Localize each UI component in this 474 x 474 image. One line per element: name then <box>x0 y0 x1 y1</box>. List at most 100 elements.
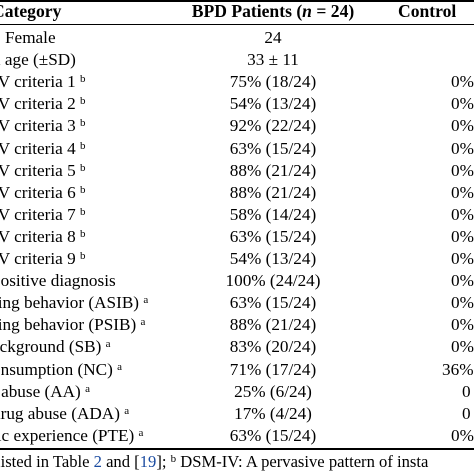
row-label: onsumption (NC) <box>0 359 113 379</box>
table-footnote: listed in Table 2 and [19]; b DSM-IV: A … <box>0 452 428 472</box>
row-footnote-marker: a <box>105 338 111 351</box>
row-category: drug abuse (ADA) a <box>0 404 129 424</box>
row-bpd-value: 25% (6/24) <box>234 381 312 401</box>
row-category: IV criteria 5 b <box>0 161 85 181</box>
row-bpd-value: 100% (24/24) <box>225 271 321 291</box>
row-footnote-marker: b <box>79 183 86 196</box>
row-label: ring behavior (ASIB) <box>0 293 140 313</box>
row-label: IV criteria 4 <box>0 138 76 158</box>
row-control-value: 0% <box>451 160 474 180</box>
row-label: Female <box>5 28 56 47</box>
table-top-rule <box>0 0 474 2</box>
row-label: positive diagnosis <box>0 271 116 291</box>
row-label: ring behavior (PSIB) <box>0 315 137 335</box>
row-control-value: 0% <box>451 315 474 335</box>
row-footnote-marker: b <box>79 205 86 218</box>
row-category: ring behavior (PSIB) a <box>0 315 145 335</box>
column-header-category: Category <box>0 1 62 21</box>
row-control-value: 0% <box>451 72 474 92</box>
row-bpd-value: 92% (22/24) <box>229 116 317 136</box>
table-bottom-rule <box>0 448 474 450</box>
bpd-header-prefix: BPD Patients ( <box>191 1 303 21</box>
row-control-value: 0% <box>451 226 474 246</box>
row-label: IV criteria 2 <box>0 94 76 114</box>
row-label: IV criteria 9 <box>0 249 76 268</box>
row-control-value: 0 <box>462 381 471 401</box>
row-category: IV criteria 6 b <box>0 183 85 203</box>
row-control-value: 0% <box>451 293 474 313</box>
row-bpd-value: 88% (21/24) <box>229 160 317 180</box>
row-bpd-value: 63% (15/24) <box>229 425 317 445</box>
column-header-control: Control <box>398 1 457 21</box>
row-footnote-marker: b <box>79 161 86 174</box>
footnote-text-2: and [ <box>101 452 140 471</box>
row-category: IV criteria 8 b <box>0 227 85 247</box>
row-control-value: 0% <box>451 182 474 202</box>
row-bpd-value: 54% (13/24) <box>229 94 317 114</box>
row-bpd-value: 63% (15/24) <box>229 293 317 313</box>
row-control-value: 0% <box>451 138 474 158</box>
row-bpd-value: 71% (17/24) <box>229 359 317 379</box>
row-label: IV criteria 7 <box>0 204 76 224</box>
row-category: n age (±SD) <box>0 50 76 70</box>
row-label: IV criteria 3 <box>0 116 76 136</box>
row-label: drug abuse (ADA) <box>0 403 120 423</box>
row-category: onsumption (NC) a <box>0 360 122 380</box>
row-category: ring behavior (ASIB) a <box>0 293 148 313</box>
row-category: l abuse (AA) a <box>0 382 90 402</box>
table-header-rule <box>0 24 474 25</box>
row-label: IV criteria 5 <box>0 160 76 180</box>
row-category: IV criteria 4 b <box>0 139 85 159</box>
row-category: Female <box>5 28 56 48</box>
footnote-text-3: ]; <box>156 452 171 471</box>
footnote-text-4: DSM-IV: A pervasive pattern of insta <box>176 452 429 471</box>
row-bpd-value: 63% (15/24) <box>229 138 317 158</box>
row-control-value: 0% <box>451 425 474 445</box>
row-category: IV criteria 2 b <box>0 94 85 114</box>
row-category: IV criteria 9 b <box>0 249 85 269</box>
row-bpd-value: 83% (20/24) <box>229 337 317 357</box>
row-control-value: 0% <box>451 337 474 357</box>
bpd-header-suffix: = 24) <box>311 1 355 21</box>
row-footnote-marker: a <box>138 426 144 439</box>
row-footnote-marker: a <box>124 404 130 417</box>
row-bpd-value: 88% (21/24) <box>229 315 317 335</box>
bpd-header-n: n <box>302 1 312 21</box>
row-control-value: 0 <box>462 403 471 423</box>
row-footnote-marker: a <box>140 316 146 329</box>
row-control-value: 36% <box>442 359 474 379</box>
row-footnote-marker: b <box>79 117 86 130</box>
row-footnote-marker: a <box>85 382 90 395</box>
footnote-table-link[interactable]: 2 <box>93 452 102 471</box>
column-header-bpd-patients: BPD Patients (n = 24) <box>192 1 355 21</box>
row-control-value: 0% <box>451 204 474 224</box>
row-label: IV criteria 8 <box>0 226 76 246</box>
footnote-marker-b: b <box>170 453 177 465</box>
row-bpd-value: 24 <box>264 28 282 47</box>
row-bpd-value: 75% (18/24) <box>229 72 317 92</box>
row-control-value: 0% <box>451 271 474 291</box>
row-category: IV criteria 7 b <box>0 205 85 225</box>
row-category: tic experience (PTE) a <box>0 426 143 446</box>
row-bpd-value: 63% (15/24) <box>229 226 317 246</box>
row-bpd-value: 17% (4/24) <box>234 403 312 423</box>
row-category: ackground (SB) a <box>0 337 111 357</box>
row-footnote-marker: b <box>79 95 86 108</box>
row-footnote-marker: a <box>143 294 149 307</box>
row-label: tic experience (PTE) <box>0 425 135 445</box>
footnote-citation-link[interactable]: 19 <box>139 452 157 471</box>
row-footnote-marker: b <box>79 73 86 86</box>
row-bpd-value: 33 ± 11 <box>247 50 299 70</box>
row-bpd-value: 88% (21/24) <box>229 182 317 202</box>
row-footnote-marker: b <box>79 139 86 152</box>
row-control-value: 0% <box>451 249 474 268</box>
row-footnote-marker: b <box>79 227 86 240</box>
row-bpd-value: 58% (14/24) <box>229 204 317 224</box>
row-label: IV criteria 1 <box>0 72 76 92</box>
row-label: IV criteria 6 <box>0 182 76 202</box>
row-footnote-marker: a <box>117 360 122 373</box>
row-label: l abuse (AA) <box>0 381 81 401</box>
row-category: IV criteria 1 b <box>0 72 85 92</box>
row-category: IV criteria 3 b <box>0 116 85 136</box>
row-footnote-marker: b <box>79 250 86 262</box>
